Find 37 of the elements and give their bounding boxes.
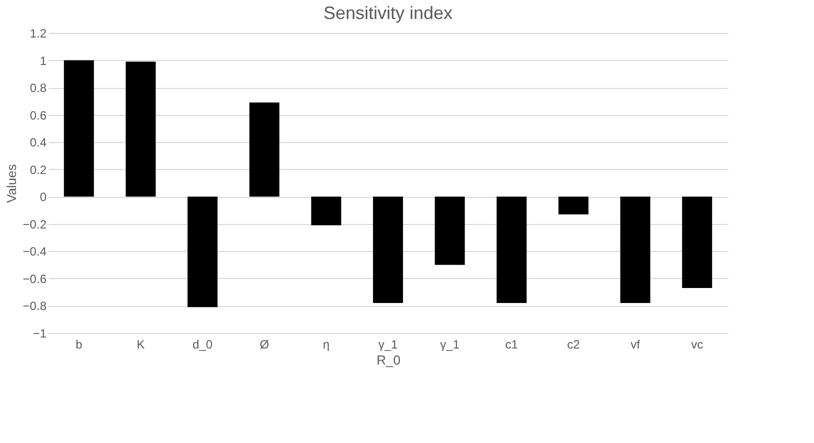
bar xyxy=(126,62,156,197)
bar xyxy=(620,196,650,303)
y-tick-label: 0.4 xyxy=(30,136,47,150)
y-tick-label: −0.2 xyxy=(22,217,47,232)
y-tick-label: −0.4 xyxy=(22,244,47,259)
x-tick-label: Ø xyxy=(260,338,270,352)
x-axis-title: R_0 xyxy=(376,352,400,368)
y-tick-label: 0.2 xyxy=(30,162,47,177)
bar xyxy=(188,196,218,308)
bar xyxy=(558,196,588,214)
x-tick-label: γ_1 xyxy=(440,338,460,352)
y-tick-label: −1 xyxy=(32,326,47,340)
y-tick-label: −0.6 xyxy=(22,272,47,286)
x-tick-label: d_0 xyxy=(192,338,213,352)
y-tick-label: −0.8 xyxy=(22,299,47,314)
x-tick-label: vf xyxy=(630,338,641,352)
bar xyxy=(249,102,280,197)
bar xyxy=(434,196,465,265)
x-tick-label: K xyxy=(136,338,145,352)
bar xyxy=(64,60,94,197)
bar xyxy=(496,196,527,303)
y-tick-label: 1.2 xyxy=(30,26,47,40)
chart-title: Sensitivity index xyxy=(323,3,453,23)
y-tick-label: 0.6 xyxy=(30,108,47,122)
x-tick-label: γ_1 xyxy=(378,338,398,352)
y-tick-label: 1 xyxy=(40,54,47,68)
bar xyxy=(682,196,712,288)
x-tick-label: b xyxy=(76,338,83,352)
x-tick-label: η xyxy=(322,338,330,352)
x-tick-label: c1 xyxy=(505,338,518,352)
y-tick-label: 0 xyxy=(40,190,47,204)
y-axis-title: Values xyxy=(4,164,19,203)
x-tick-label: vc xyxy=(691,338,704,352)
bar xyxy=(373,196,403,303)
x-tick-label: c2 xyxy=(567,338,580,352)
bar xyxy=(311,196,342,226)
y-tick-label: 0.8 xyxy=(30,81,47,96)
